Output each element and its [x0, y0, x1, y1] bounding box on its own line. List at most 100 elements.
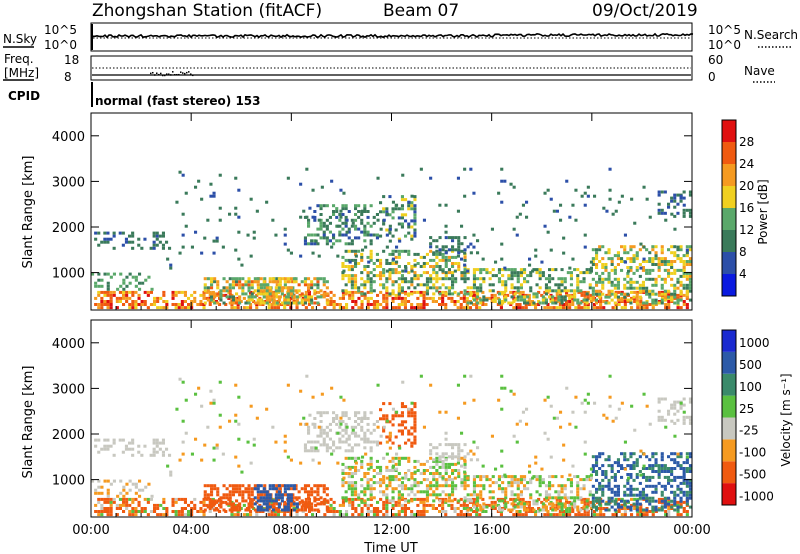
echo-cell — [589, 300, 593, 303]
echo-cell — [679, 292, 683, 296]
echo-cell — [435, 277, 439, 281]
echo-cell — [676, 268, 680, 272]
echo-cell — [379, 434, 383, 438]
echo-cell — [560, 475, 564, 479]
echo-cell — [363, 207, 367, 211]
echo-cell — [554, 490, 558, 494]
echo-cell — [385, 300, 389, 303]
echo-cell — [222, 277, 226, 281]
echo-cell — [171, 500, 175, 504]
echo-cell — [278, 280, 282, 284]
echo-cell — [670, 419, 674, 423]
echo-cell — [462, 503, 466, 507]
echo-cell — [262, 295, 266, 299]
echo-cell — [190, 507, 194, 510]
echo-cell — [504, 496, 508, 500]
echo-cell — [134, 290, 138, 294]
echo-cell — [162, 306, 166, 310]
echo-cell — [313, 440, 317, 444]
echo-cell — [660, 490, 664, 494]
echo-cell — [673, 403, 677, 407]
echo-cell — [325, 298, 329, 302]
echo-cell — [438, 510, 442, 513]
echo-cell — [629, 452, 633, 456]
echo-cell — [435, 478, 439, 482]
echo-cell — [125, 300, 129, 303]
echo-cell — [369, 487, 373, 491]
echo-cell — [601, 470, 605, 473]
echo-cell — [234, 383, 238, 387]
echo-cell — [323, 306, 327, 310]
echo-cell — [407, 207, 411, 211]
echo-cell — [407, 478, 411, 482]
echo-cell — [106, 303, 110, 306]
echo-cell — [457, 446, 461, 450]
echo-cell — [589, 473, 593, 477]
echo-cell — [441, 507, 445, 510]
echo-cell — [295, 505, 299, 509]
power-colorbar-band — [722, 252, 736, 274]
echo-cell — [482, 475, 486, 479]
echo-cell — [651, 277, 655, 281]
echo-cell — [557, 484, 561, 488]
echo-cell — [670, 271, 674, 275]
echo-cell — [388, 252, 392, 256]
echo-cell — [350, 456, 354, 460]
echo-cell — [657, 274, 661, 278]
echo-cell — [548, 280, 552, 284]
echo-cell — [270, 306, 274, 310]
velocity-ylabel: Slant Range [km] — [21, 366, 36, 479]
echo-cell — [363, 431, 367, 435]
echo-cell — [660, 248, 664, 252]
echo-cell — [122, 293, 126, 297]
echo-cell — [645, 475, 649, 479]
echo-cell — [289, 503, 293, 507]
echo-cell — [332, 500, 336, 504]
echo-cell — [460, 449, 464, 453]
echo-cell — [679, 274, 683, 278]
echo-cell — [274, 289, 278, 293]
echo-cell — [513, 274, 517, 278]
echo-cell — [397, 306, 401, 310]
echo-cell — [403, 300, 407, 303]
echo-cell — [598, 487, 602, 491]
echo-cell — [682, 481, 686, 485]
echo-cell — [639, 303, 643, 306]
echo-cell — [579, 487, 583, 491]
echo-cell — [504, 283, 508, 287]
echo-cell — [605, 209, 609, 213]
echo-cell — [203, 283, 207, 287]
echo-cell — [294, 487, 298, 491]
echo-cell — [422, 500, 426, 504]
echo-cell — [527, 303, 531, 306]
echo-cell — [316, 280, 320, 284]
echo-cell — [366, 233, 370, 237]
echo-cell — [583, 293, 587, 297]
echo-cell — [479, 283, 483, 287]
echo-cell — [350, 268, 354, 272]
echo-cell — [391, 200, 395, 204]
echo-cell — [294, 280, 298, 284]
echo-cell — [472, 233, 476, 237]
echo-cell — [228, 283, 232, 287]
echo-cell — [366, 277, 370, 281]
echo-cell — [616, 487, 620, 491]
echo-cell — [385, 500, 389, 504]
echo-cell — [676, 301, 680, 305]
echo-cell — [397, 216, 401, 220]
echo-cell — [419, 274, 423, 278]
echo-cell — [682, 203, 686, 207]
echo-cell — [335, 207, 339, 211]
echo-cell — [341, 513, 345, 517]
echo-cell — [128, 306, 132, 310]
echo-cell — [357, 249, 361, 253]
echo-cell — [400, 198, 404, 202]
echo-cell — [565, 497, 569, 501]
echo-cell — [344, 465, 348, 469]
echo-cell — [641, 260, 645, 263]
echo-cell — [155, 438, 159, 442]
echo-cell — [516, 289, 520, 293]
echo-cell — [456, 209, 460, 213]
echo-cell — [341, 496, 345, 500]
echo-cell — [504, 295, 508, 299]
